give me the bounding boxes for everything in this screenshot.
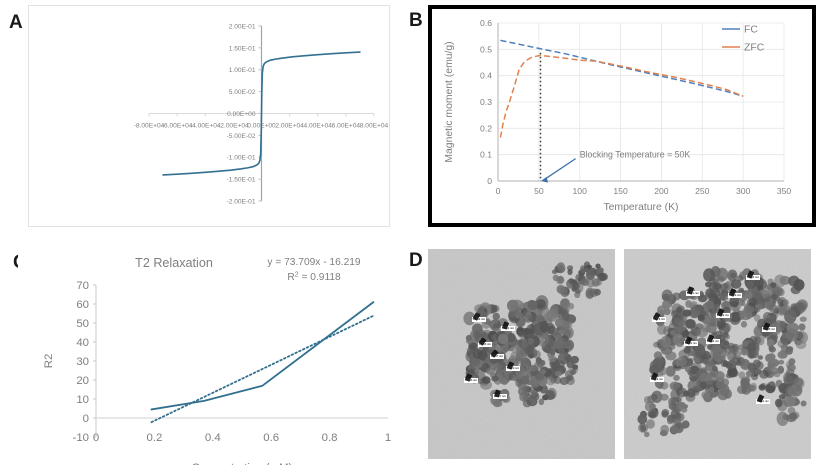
svg-text:0.6: 0.6 (263, 432, 279, 444)
svg-text:1: 1 (385, 432, 391, 444)
tem-size-label: 20.02 nm (716, 313, 731, 318)
tem-size-label: 14.14 nm (650, 377, 665, 382)
svg-text:Temperature (K): Temperature (K) (603, 202, 678, 213)
svg-text:1.00E-01: 1.00E-01 (229, 67, 256, 74)
svg-text:0: 0 (93, 432, 99, 444)
tem-size-label: 12.11 nm (756, 399, 770, 404)
svg-text:0.5: 0.5 (480, 44, 492, 54)
svg-text:100: 100 (573, 186, 588, 196)
svg-text:-2.00E+04: -2.00E+04 (218, 123, 249, 130)
svg-text:150: 150 (613, 186, 628, 196)
svg-text:350: 350 (777, 186, 792, 196)
panel-a-hysteresis-chart: -8.00E+04 -6.00E+04 -4.00E+04 -2.00E+04 0.00… (28, 5, 390, 227)
panel-letter-d: D (409, 250, 423, 271)
tem-size-label: 13.58 nm (762, 327, 777, 332)
tem-size-label: 18.44 nm (472, 317, 487, 322)
svg-text:20: 20 (76, 375, 89, 387)
svg-text:0.1: 0.1 (480, 150, 492, 160)
svg-text:Concentration (mM): Concentration (mM) (192, 462, 293, 465)
svg-text:0: 0 (496, 186, 501, 196)
tem-size-label: 11.01 nm (684, 341, 698, 346)
svg-text:R2: R2 (43, 354, 55, 369)
svg-text:0: 0 (83, 413, 89, 425)
panel-a-plot: -8.00E+04-6.00E+04-4.00E+04-2.00E+04 0.00… (134, 23, 389, 205)
svg-text:-10: -10 (73, 432, 89, 444)
svg-text:60: 60 (76, 299, 89, 311)
svg-text:40: 40 (76, 337, 89, 349)
panel-letter-a: A (9, 12, 23, 33)
svg-text:8.00E+04: 8.00E+04 (360, 123, 389, 130)
svg-text:-1.50E-01: -1.50E-01 (227, 177, 256, 184)
tem-canvas (624, 249, 811, 459)
svg-text:0.4: 0.4 (205, 432, 221, 444)
svg-text:-8.00E+04: -8.00E+04 (134, 123, 165, 130)
svg-text:0.3: 0.3 (480, 97, 492, 107)
tem-micrograph-left: 18.44 nm 16.41 nm 14.53 nm 13.57 nm 16.19 nm… (428, 249, 615, 459)
svg-text:0.00E+00: 0.00E+00 (227, 111, 256, 118)
svg-text:-5.00E-02: -5.00E-02 (227, 133, 256, 140)
svg-text:50: 50 (534, 186, 544, 196)
svg-text:0.8: 0.8 (322, 432, 338, 444)
tem-size-label: 21.54 nm (706, 339, 721, 344)
svg-text:0: 0 (487, 176, 492, 186)
tem-micrograph-right: 19.84 nm 15.11 nm 13.09 nm 20.02 nm 15.74 nm… (624, 249, 811, 459)
svg-text:5.00E-02: 5.00E-02 (229, 89, 256, 96)
panel-d-tem-images: 18.44 nm 16.41 nm 14.53 nm 13.57 nm 16.19 nm… (428, 243, 816, 465)
svg-text:0.2: 0.2 (480, 123, 492, 133)
tem-size-label: 13.09 nm (728, 293, 743, 298)
panel-c-t2-relaxation-chart: T2 Relaxation y = 73.709x - 16.219 R2 = 0.… (18, 243, 410, 470)
svg-text:2.00E+04: 2.00E+04 (275, 123, 304, 130)
svg-text:0.4: 0.4 (480, 71, 492, 81)
svg-text:-6.00E+04: -6.00E+04 (162, 123, 193, 130)
tem-size-label: 15.17 nm (493, 394, 508, 399)
tem-size-label: 14.43 nm (464, 378, 479, 383)
tem-size-label: 14.53 nm (478, 342, 493, 347)
tem-size-label: 19.84 nm (746, 275, 761, 280)
svg-text:1.50E-01: 1.50E-01 (229, 45, 256, 52)
svg-text:2.00E-01: 2.00E-01 (229, 23, 256, 30)
svg-text:6.00E+04: 6.00E+04 (332, 123, 361, 130)
panel-b-fc-zfc-chart: 0 50 100 150 200 250 300 350 0 0.1 0.2 0.3 0.4 0.5 0.6… (428, 5, 816, 227)
svg-text:50: 50 (76, 318, 89, 330)
tem-size-label: 13.57 nm (490, 354, 505, 359)
svg-text:0.6: 0.6 (480, 18, 492, 28)
tem-canvas (428, 249, 615, 459)
svg-text:0.2: 0.2 (146, 432, 162, 444)
svg-text:-1.00E-01: -1.00E-01 (227, 155, 256, 162)
svg-text:200: 200 (654, 186, 669, 196)
svg-text:-2.00E-01: -2.00E-01 (227, 198, 256, 205)
svg-text:T2 Relaxation: T2 Relaxation (135, 256, 213, 270)
svg-text:30: 30 (76, 356, 89, 368)
tem-size-label: 15.11 nm (686, 291, 700, 296)
tem-size-label: 15.74 nm (652, 317, 667, 322)
svg-text:Blocking Temperature = 50K: Blocking Temperature = 50K (580, 150, 691, 160)
panel-letter-b: B (409, 10, 423, 31)
svg-text:ZFC: ZFC (744, 42, 765, 53)
tem-size-label: 16.19 nm (506, 366, 521, 371)
svg-text:4.00E+04: 4.00E+04 (304, 123, 333, 130)
svg-text:y = 73.709x - 16.219: y = 73.709x - 16.219 (267, 257, 361, 268)
svg-text:-4.00E+04: -4.00E+04 (190, 123, 221, 130)
svg-text:10: 10 (76, 394, 89, 406)
tem-size-label: 16.41 nm (501, 326, 516, 331)
svg-text:250: 250 (695, 186, 710, 196)
panel-b-plot: 0 50 100 150 200 250 300 350 0 0.1 0.2 0.3 0.4 0.5 0.6… (444, 18, 792, 213)
svg-text:FC: FC (744, 24, 758, 35)
svg-text:300: 300 (736, 186, 751, 196)
svg-text:R2 = 0.9118: R2 = 0.9118 (287, 269, 341, 283)
svg-text:Magnetic moment (emu/g): Magnetic moment (emu/g) (444, 41, 455, 162)
svg-text:70: 70 (76, 280, 89, 292)
